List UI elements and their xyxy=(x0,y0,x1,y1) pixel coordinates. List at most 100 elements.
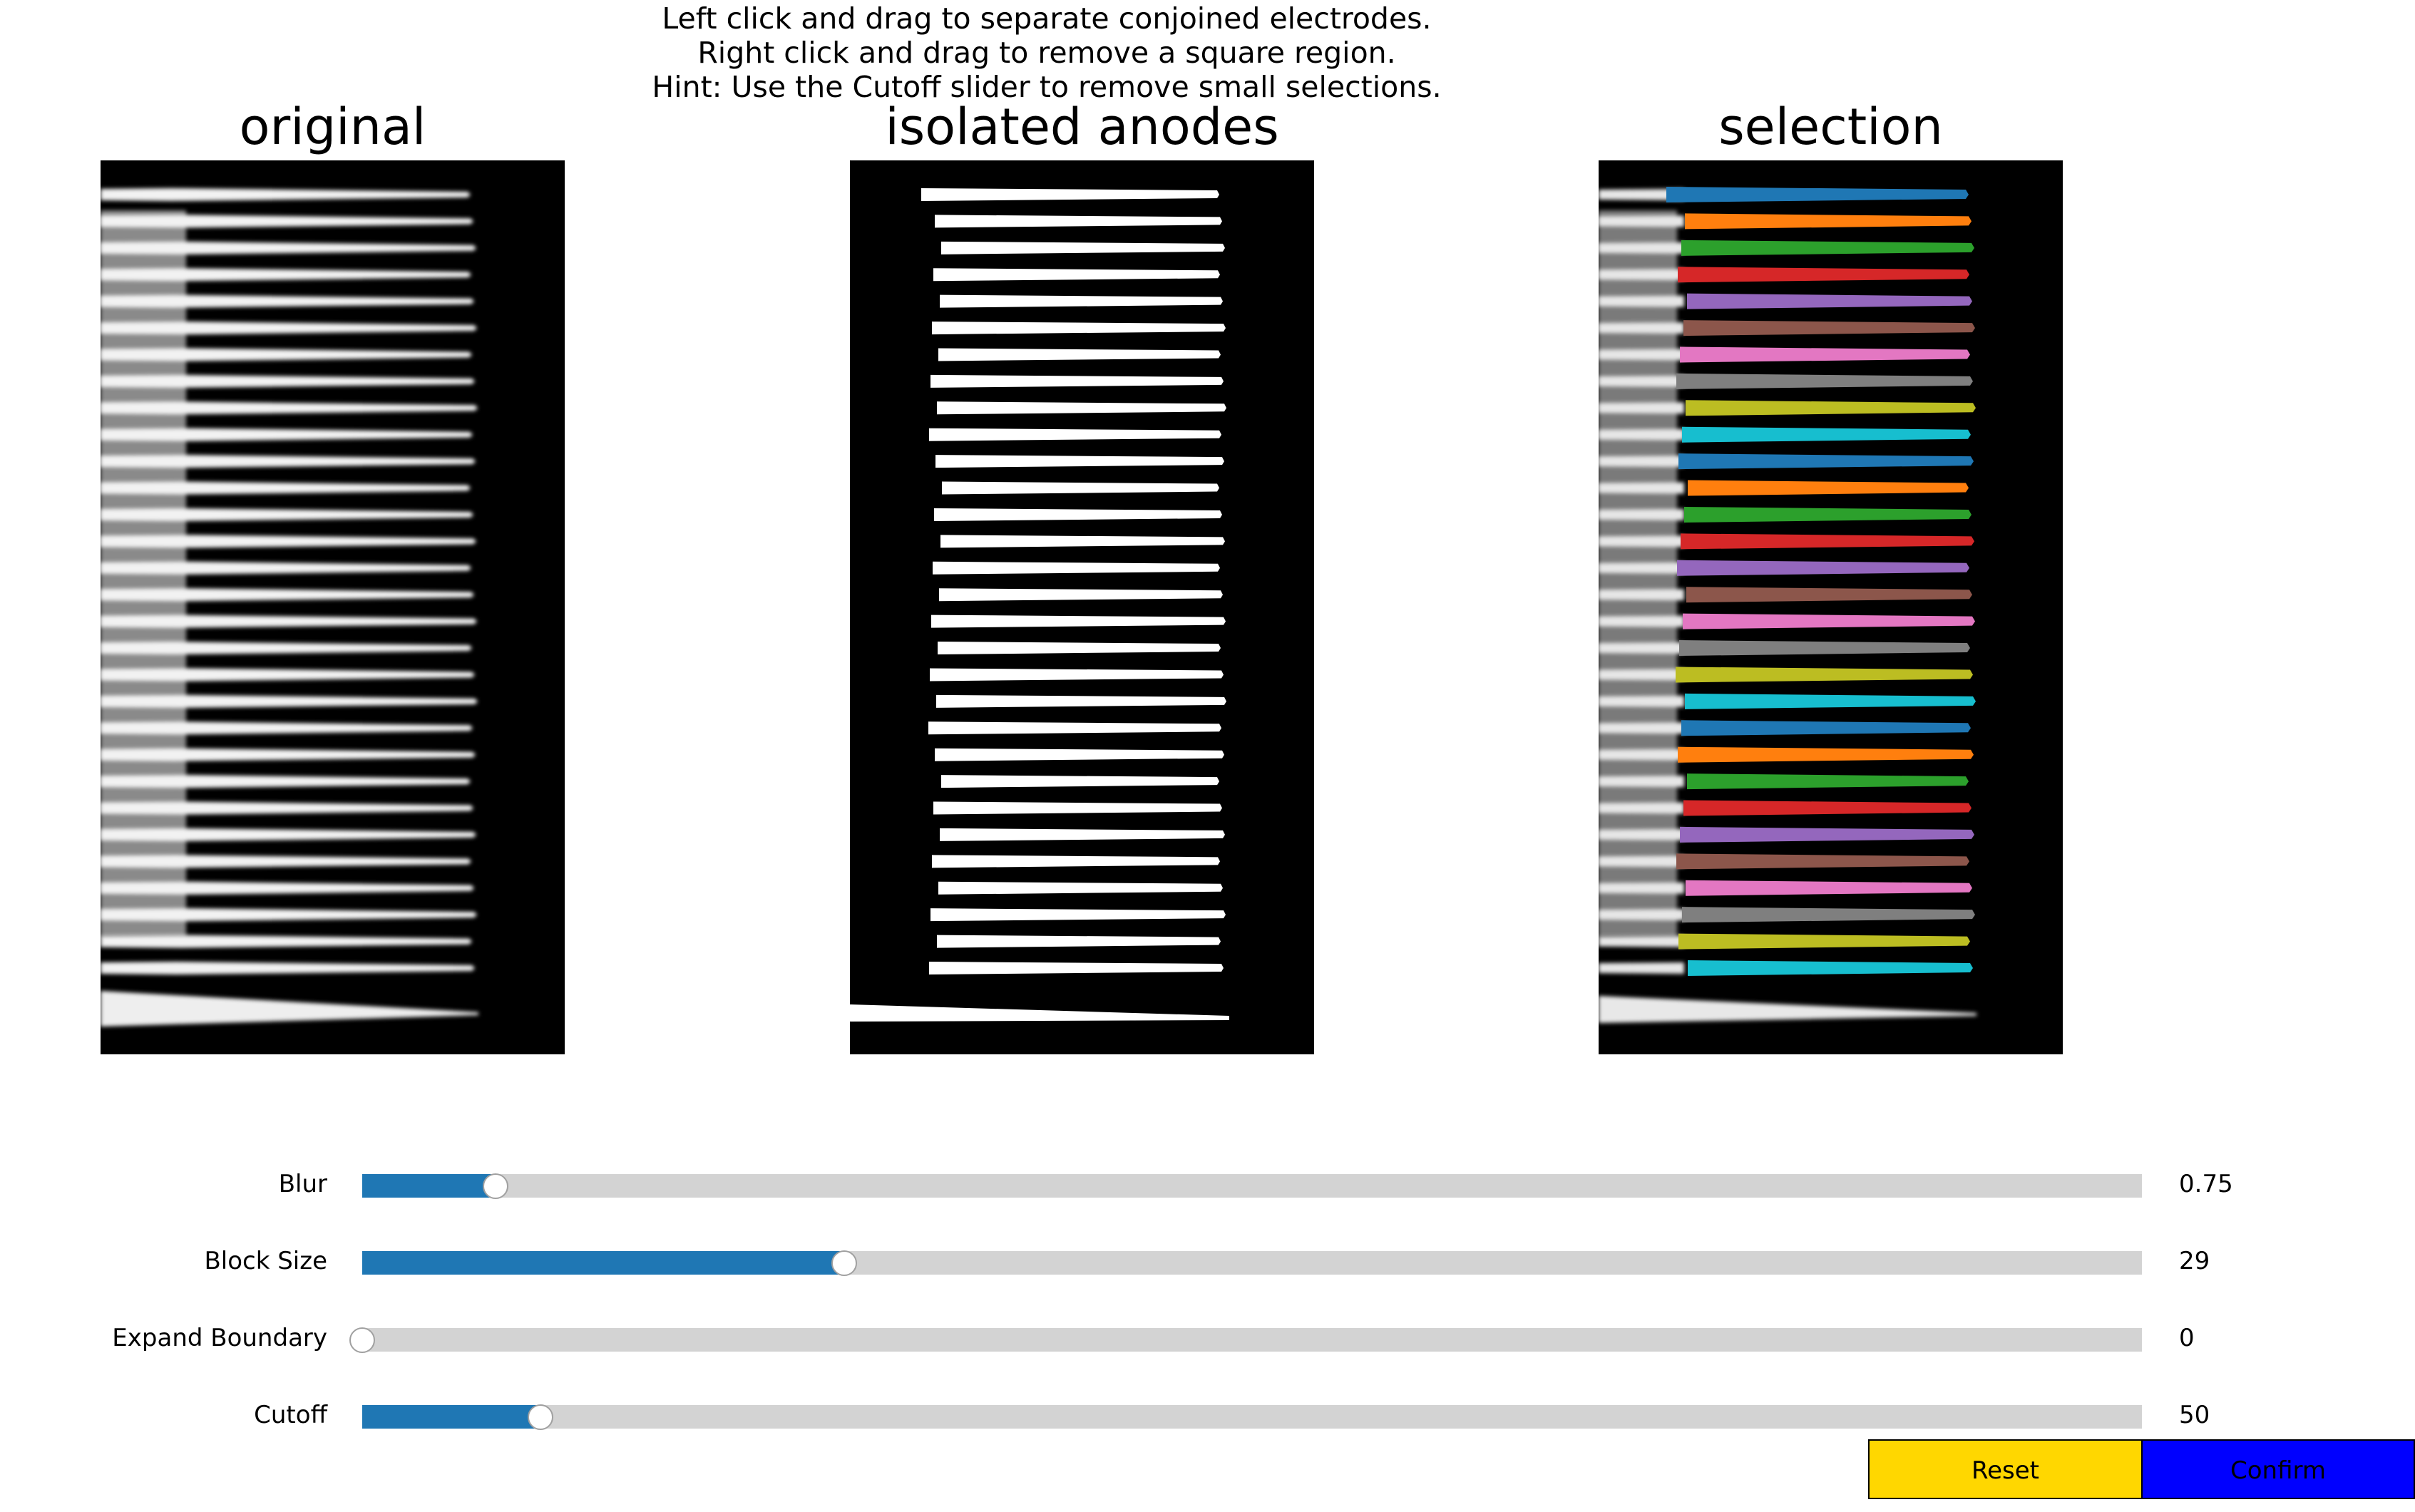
isolated-anode-bar xyxy=(935,748,1224,761)
original-electrode xyxy=(101,188,471,201)
selection-electrode xyxy=(1677,560,1969,576)
reset-button[interactable]: Reset xyxy=(1868,1439,2143,1499)
isolated-anode-bar xyxy=(930,374,1224,388)
isolated-anode-bar xyxy=(941,775,1219,788)
selection-panel-title: selection xyxy=(1718,98,1943,156)
cutoff-slider[interactable] xyxy=(362,1404,2142,1430)
original-electrode xyxy=(101,455,476,468)
expand-boundary-slider-value: 0 xyxy=(2179,1324,2195,1352)
isolated-anode-bar xyxy=(929,428,1221,441)
isolated-anode-bar xyxy=(936,694,1226,708)
original-electrode xyxy=(101,294,474,308)
isolated-anodes-image xyxy=(850,188,1229,1022)
selection-electrode xyxy=(1688,960,1973,976)
instruction-line-1: Left click and drag to separate conjoine… xyxy=(662,1,1432,36)
original-electrode xyxy=(101,374,475,388)
original-electrode xyxy=(101,855,471,868)
expand-boundary-slider[interactable] xyxy=(349,1327,2142,1353)
selection-gray-tab xyxy=(1599,322,1684,334)
selection-gray-tab xyxy=(1599,722,1684,734)
cutoff-slider-handle[interactable] xyxy=(527,1404,553,1430)
selection-electrode xyxy=(1681,240,1974,256)
selection-electrode xyxy=(1683,613,1975,629)
selection-electrode xyxy=(1679,640,1970,657)
blur-slider-handle[interactable] xyxy=(483,1173,509,1199)
isolated-anode-bar xyxy=(928,721,1221,735)
block-size-slider-fill xyxy=(362,1251,845,1275)
confirm-button[interactable]: Confirm xyxy=(2141,1439,2415,1499)
original-electrode xyxy=(101,322,477,335)
isolated-anode-bar xyxy=(938,348,1221,361)
isolated-anode-bar xyxy=(933,801,1222,815)
selection-image xyxy=(1599,187,1976,1023)
selection-electrode xyxy=(1680,826,1974,843)
original-electrode xyxy=(101,908,477,922)
block-size-slider[interactable] xyxy=(362,1250,2142,1276)
cutoff-slider-value: 50 xyxy=(2179,1401,2210,1429)
selection-gray-tab xyxy=(1599,855,1684,868)
selection-panel[interactable] xyxy=(1599,160,2063,1054)
isolated-anode-bar xyxy=(935,215,1222,228)
expand-boundary-slider-handle[interactable] xyxy=(349,1327,375,1353)
isolated-anode-bar xyxy=(921,188,1219,201)
isolated-anode-bar xyxy=(933,561,1220,575)
isolated-bottom-electrode xyxy=(850,1004,1229,1022)
selection-gray-tab xyxy=(1599,215,1684,227)
selection-gray-tab xyxy=(1599,695,1684,707)
selection-gray-tab xyxy=(1599,589,1684,601)
original-electrode xyxy=(101,268,471,282)
selection-electrode xyxy=(1686,587,1972,603)
blur-slider-value: 0.75 xyxy=(2179,1170,2233,1198)
selection-gray-tab xyxy=(1599,508,1684,520)
original-electrode xyxy=(101,508,473,521)
original-electrode xyxy=(101,614,477,628)
selection-gray-tab xyxy=(1599,295,1684,307)
block-size-slider-value: 29 xyxy=(2179,1247,2210,1275)
selection-electrode xyxy=(1678,933,1970,950)
isolated-anode-bar xyxy=(937,935,1221,948)
original-image-panel[interactable] xyxy=(101,160,565,1054)
block-size-slider-handle[interactable] xyxy=(831,1250,858,1276)
selection-electrode xyxy=(1688,480,1969,496)
selection-electrode xyxy=(1683,800,1972,816)
selection-gray-tab xyxy=(1599,349,1684,361)
selection-gray-tab xyxy=(1599,482,1684,494)
selection-electrode xyxy=(1678,453,1974,470)
isolated-anode-bar xyxy=(937,401,1226,415)
original-electrode xyxy=(101,962,475,974)
selection-gray-tab xyxy=(1599,189,1684,200)
isolated-panel-title: isolated anodes xyxy=(885,98,1279,156)
original-electrode xyxy=(101,561,471,575)
selection-gray-tab xyxy=(1599,962,1684,974)
isolated-anode-bar xyxy=(940,535,1225,548)
selection-gray-tab xyxy=(1599,456,1684,468)
selection-electrode xyxy=(1682,426,1971,443)
selection-gray-tab xyxy=(1599,375,1684,387)
isolated-anode-bar xyxy=(930,908,1226,922)
isolated-anode-bar xyxy=(934,508,1222,521)
cutoff-slider-row: Cutoff 50 xyxy=(0,1394,2415,1436)
selection-gray-tab xyxy=(1599,802,1684,814)
selection-electrode xyxy=(1686,400,1976,416)
selection-electrode xyxy=(1681,533,1974,550)
selection-gray-tab xyxy=(1599,642,1684,654)
isolated-anodes-panel[interactable] xyxy=(850,160,1314,1054)
selection-gray-tab xyxy=(1599,669,1684,681)
cutoff-slider-fill xyxy=(362,1405,540,1429)
original-electrode xyxy=(101,935,472,948)
selection-electrode xyxy=(1687,293,1972,309)
selection-electrode xyxy=(1684,506,1972,523)
original-electrode xyxy=(101,481,471,495)
original-bottom-electrode xyxy=(101,991,478,1027)
blur-slider[interactable] xyxy=(362,1173,2142,1199)
selection-electrode xyxy=(1682,907,1975,923)
original-panel-title: original xyxy=(239,98,426,156)
selection-gray-tab xyxy=(1599,269,1684,281)
selection-electrode xyxy=(1687,773,1969,790)
selection-electrode xyxy=(1678,267,1969,283)
selection-gray-tab xyxy=(1599,428,1684,441)
original-electrode xyxy=(101,721,473,735)
blur-slider-fill xyxy=(362,1174,496,1198)
selection-electrode xyxy=(1680,346,1970,363)
isolated-anode-bar xyxy=(942,481,1219,495)
